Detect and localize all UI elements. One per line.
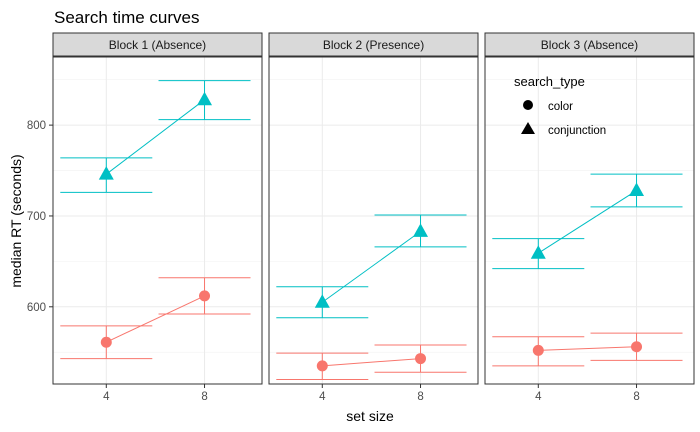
point-color <box>316 360 328 372</box>
x-tick-label: 4 <box>319 391 326 403</box>
series-line-color <box>106 295 205 343</box>
legend-key-circle <box>523 100 533 110</box>
y-tick-label: 600 <box>27 302 46 314</box>
legend-key-triangle <box>521 122 535 134</box>
facet-strip-label: Block 1 (Absence) <box>109 38 206 52</box>
point-color <box>100 336 112 348</box>
point-conjunction <box>314 294 330 308</box>
legend-title: search_type <box>514 74 585 89</box>
facet-strip <box>268 32 479 57</box>
point-color <box>631 341 643 353</box>
facet-strip <box>484 32 695 57</box>
panel-border <box>52 56 263 385</box>
y-tick-label: 800 <box>27 120 46 132</box>
point-color <box>415 353 427 365</box>
chart-title: Search time curves <box>54 8 200 27</box>
facet-strip-label: Block 3 (Absence) <box>541 38 638 52</box>
x-tick-label: 4 <box>103 391 110 403</box>
plot-background <box>269 57 478 384</box>
facet-panel: Block 1 (Absence) 4 8 <box>52 32 263 403</box>
facet-panel: Block 3 (Absence) 4 8 <box>484 32 695 403</box>
series-line-color <box>322 358 421 367</box>
facet-strip-label: Block 2 (Presence) <box>323 38 424 52</box>
panel-border <box>268 56 479 385</box>
legend-label: conjunction <box>548 125 606 137</box>
point-conjunction <box>629 182 645 197</box>
legend-label: color <box>548 101 573 113</box>
y-tick-label: 700 <box>27 211 46 223</box>
facet-strip <box>52 32 263 57</box>
series-line-conjunction <box>322 230 421 303</box>
x-tick-label: 4 <box>535 391 542 403</box>
facet-panel: Block 2 (Presence) 4 8 <box>268 32 479 403</box>
y-axis-title: median RT (seconds) <box>8 154 24 287</box>
x-tick-label: 8 <box>201 391 207 403</box>
x-tick-label: 8 <box>633 391 639 403</box>
series-line-conjunction <box>105 99 205 175</box>
panel-border <box>484 56 695 385</box>
x-tick-label: 8 <box>417 391 423 403</box>
point-conjunction <box>197 91 213 106</box>
point-color <box>199 290 211 302</box>
point-conjunction <box>98 166 114 180</box>
point-conjunction <box>413 223 429 237</box>
series-line-conjunction <box>538 190 637 254</box>
point-color <box>532 344 544 356</box>
point-conjunction <box>530 245 546 259</box>
series-line-color <box>538 346 637 351</box>
plot-background <box>53 57 262 384</box>
x-axis-title: set size <box>346 408 394 424</box>
